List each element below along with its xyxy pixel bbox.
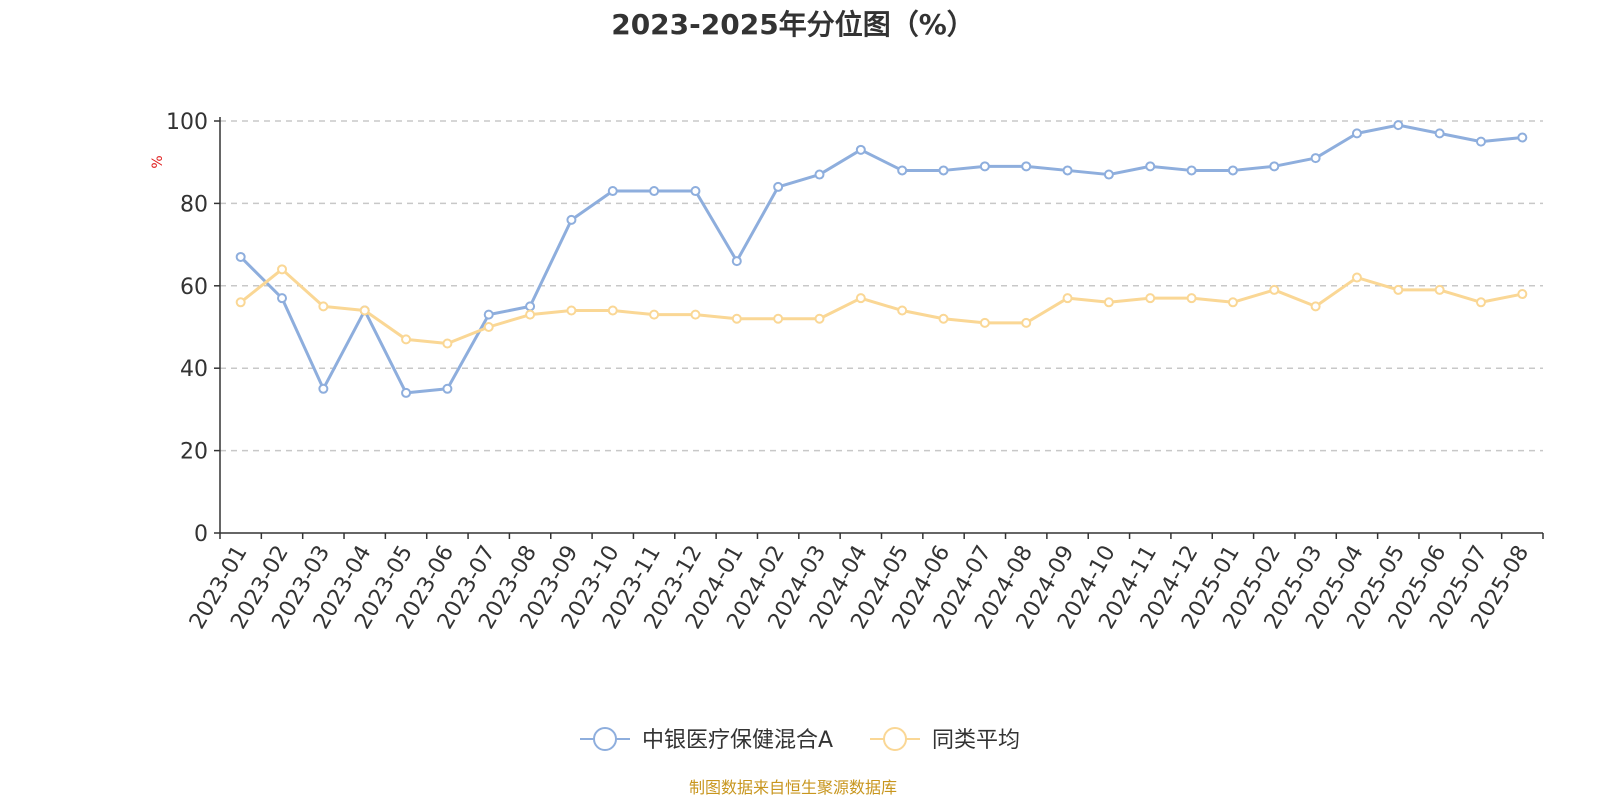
data-point (1227, 297, 1238, 308)
y-tick-label: 0 (194, 522, 208, 547)
y-tick-label: 100 (166, 110, 208, 135)
data-point (525, 309, 536, 320)
data-point (1103, 169, 1114, 180)
legend-item-2: 同类平均 (870, 727, 1020, 753)
data-point (938, 165, 949, 176)
data-point (1351, 128, 1362, 139)
data-point (525, 301, 536, 312)
data-point (731, 313, 742, 324)
data-point (1393, 120, 1404, 131)
axes: 0204060801002023-012023-022023-032023-04… (166, 110, 1544, 633)
data-point (773, 313, 784, 324)
data-point (1393, 284, 1404, 295)
data-point (483, 322, 494, 332)
data-point (1186, 165, 1197, 176)
data-point (401, 334, 412, 345)
data-point (1434, 128, 1445, 139)
legend-item-1: 中银医疗保健混合A (580, 727, 833, 753)
data-point (235, 251, 246, 262)
data-point (1145, 293, 1156, 304)
data-point (938, 313, 949, 324)
data-point (649, 309, 660, 320)
data-point (1351, 272, 1362, 283)
data-point (690, 186, 701, 197)
data-point (897, 305, 908, 316)
legend-label: 同类平均 (932, 728, 1020, 753)
data-point (607, 186, 618, 197)
data-point (979, 161, 990, 172)
data-point (359, 305, 370, 316)
y-tick-label: 60 (180, 275, 208, 300)
data-point (1517, 289, 1528, 300)
legend-swatch-marker (593, 727, 617, 751)
data-point (1475, 136, 1486, 147)
legend: 中银医疗保健混合A 同类平均 (580, 727, 1020, 753)
data-point (855, 144, 866, 155)
data-point (1145, 161, 1156, 172)
data-point (1021, 317, 1032, 328)
data-point (1227, 165, 1238, 176)
data-point (731, 256, 742, 267)
y-tick-label: 40 (180, 357, 208, 382)
data-point (1062, 165, 1073, 176)
data-point (1269, 284, 1280, 295)
data-point (814, 169, 825, 180)
grid-lines (220, 120, 1543, 452)
legend-label: 中银医疗保健混合A (642, 728, 833, 753)
data-point (277, 293, 288, 304)
data-point (566, 214, 577, 225)
data-point (773, 181, 784, 192)
data-point (1062, 293, 1073, 304)
data-point (690, 309, 701, 320)
series-lines (235, 120, 1528, 398)
data-point (814, 313, 825, 324)
data-point (1021, 161, 1032, 172)
data-point (318, 383, 329, 394)
data-point (1186, 293, 1197, 304)
data-point (1310, 301, 1321, 312)
data-point (401, 387, 412, 398)
data-point (1434, 284, 1445, 295)
data-point (1517, 132, 1528, 143)
data-point (1475, 297, 1486, 308)
y-tick-label: 20 (180, 440, 208, 465)
data-point (442, 338, 453, 349)
chart-title: 2023-2025年分位图（%） (611, 8, 975, 41)
y-axis-label: % (150, 155, 166, 168)
data-point (1310, 153, 1321, 164)
data-point (235, 297, 246, 308)
data-point (1269, 161, 1280, 172)
data-point (442, 383, 453, 394)
series-1 (235, 120, 1528, 398)
y-tick-label: 80 (180, 192, 208, 217)
data-point (897, 165, 908, 176)
data-point (607, 305, 618, 316)
data-point (277, 264, 288, 275)
legend-swatch-marker (883, 727, 907, 751)
series-2 (235, 264, 1528, 349)
data-point (566, 305, 577, 316)
data-point (649, 186, 660, 197)
series-line (239, 123, 1523, 395)
data-point (979, 317, 990, 328)
data-point (1103, 297, 1114, 308)
data-point (318, 301, 329, 312)
data-source-note: 制图数据来自恒生聚源数据库 (689, 778, 897, 797)
data-point (855, 293, 866, 304)
series-line (239, 267, 1523, 345)
data-point (483, 309, 494, 320)
